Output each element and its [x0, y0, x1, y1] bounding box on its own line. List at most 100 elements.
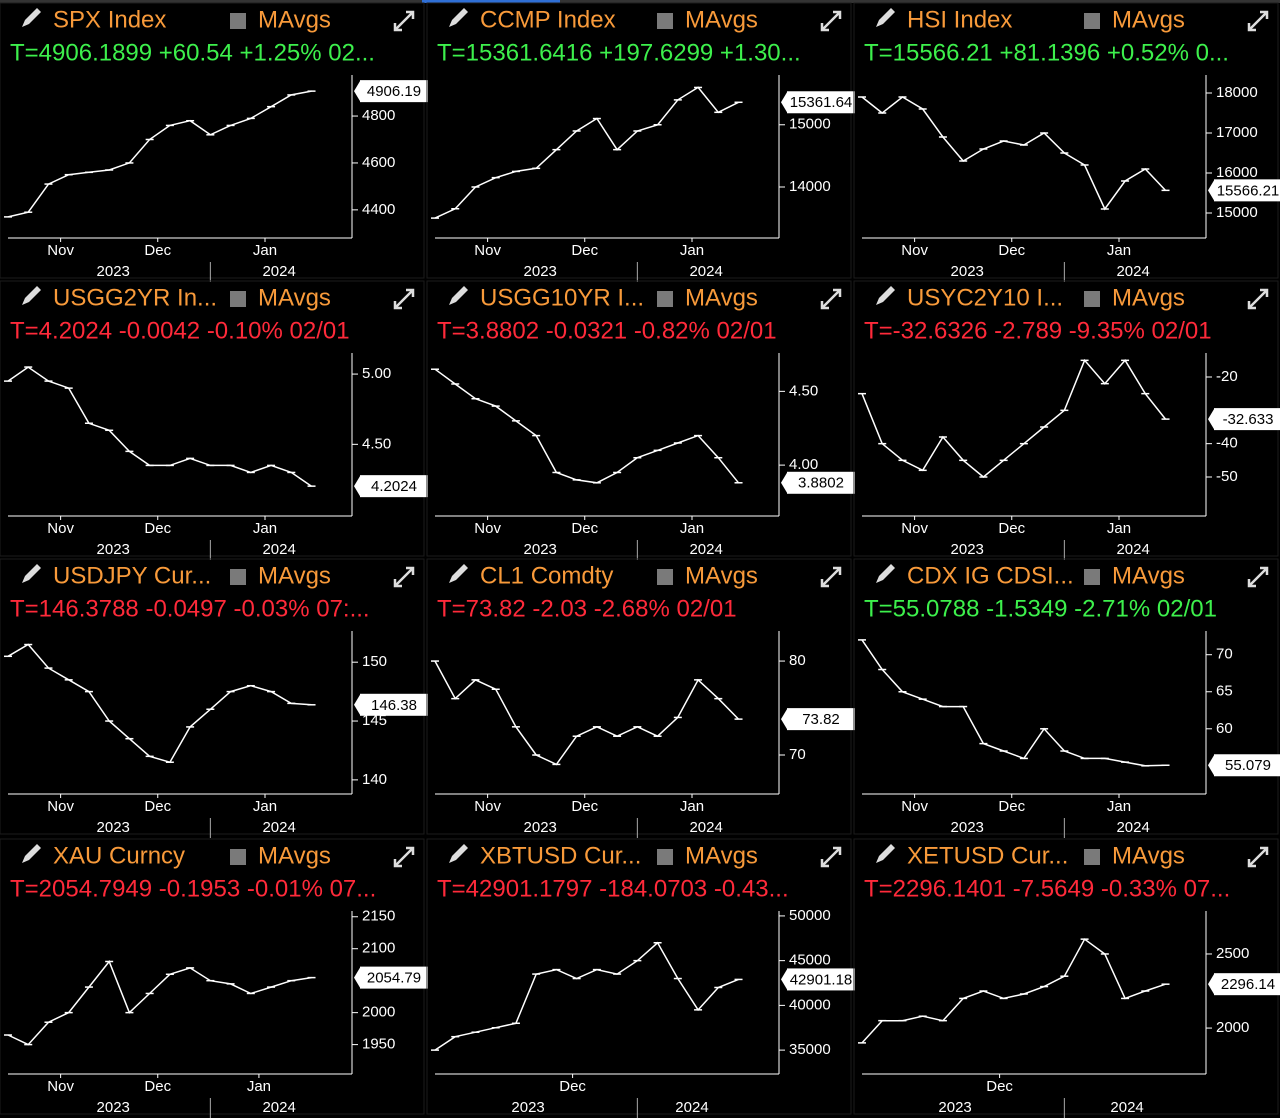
chart-panel: HSI Index MAvgs T=15566.21 +81.1396 +0.52%… — [853, 2, 1280, 282]
pencil-icon[interactable] — [876, 286, 895, 305]
expand-icon[interactable] — [393, 10, 415, 32]
pencil-icon[interactable] — [876, 844, 895, 863]
panel-title[interactable]: XAU Curncy — [53, 842, 185, 869]
x-tick-label: Jan — [1107, 242, 1131, 259]
year-label: 2024 — [689, 541, 722, 558]
year-label: 2024 — [689, 819, 722, 836]
expand-icon[interactable] — [820, 288, 842, 310]
y-tick-label: 140 — [362, 771, 387, 788]
mavgs-button[interactable]: MAvgs — [685, 284, 758, 311]
mavgs-checkbox[interactable] — [230, 849, 246, 865]
mavgs-checkbox[interactable] — [657, 291, 673, 307]
mavgs-checkbox[interactable] — [1084, 13, 1100, 29]
last-value-box — [1214, 179, 1280, 202]
pencil-icon[interactable] — [22, 8, 41, 27]
last-value-label: 15566.21 — [1217, 182, 1280, 199]
pencil-icon[interactable] — [449, 844, 468, 863]
pencil-icon[interactable] — [449, 8, 468, 27]
pencil-icon[interactable] — [22, 844, 41, 863]
last-value-label: 55.079 — [1225, 757, 1271, 774]
last-value-pointer — [781, 472, 787, 493]
x-tick-label: Dec — [571, 242, 598, 259]
y-tick-label: 145 — [362, 712, 387, 729]
mavgs-button[interactable]: MAvgs — [258, 6, 331, 33]
last-value-label: 3.8802 — [798, 475, 844, 492]
panel-title[interactable]: USDJPY Cur... — [53, 562, 211, 589]
panel-title[interactable]: HSI Index — [907, 6, 1012, 33]
year-label: 2023 — [97, 819, 130, 836]
mavgs-button[interactable]: MAvgs — [685, 842, 758, 869]
panel-subtitle: T=15361.6416 +197.6299 +1.30... — [437, 39, 801, 66]
price-line — [434, 941, 739, 1051]
panel-title[interactable]: CDX IG CDSI... — [907, 562, 1074, 589]
y-tick-label: 4.50 — [362, 435, 391, 452]
panel-title[interactable]: SPX Index — [53, 6, 166, 33]
pencil-icon[interactable] — [22, 286, 41, 305]
last-value-box — [360, 475, 428, 498]
panel-title[interactable]: XBTUSD Cur... — [480, 842, 641, 869]
panel-title[interactable]: XETUSD Cur... — [907, 842, 1068, 869]
x-tick-label: Jan — [680, 242, 704, 259]
last-value-label: 2054.79 — [367, 970, 421, 987]
last-value-pointer — [354, 694, 360, 715]
y-tick-label: 2500 — [1216, 945, 1249, 962]
last-value-pointer — [1208, 755, 1214, 776]
expand-icon[interactable] — [1247, 566, 1269, 588]
pencil-icon[interactable] — [876, 8, 895, 27]
x-tick-label: Nov — [47, 242, 74, 259]
expand-icon[interactable] — [1247, 288, 1269, 310]
expand-icon[interactable] — [1247, 846, 1269, 868]
year-label: 2024 — [1116, 541, 1149, 558]
pencil-icon[interactable] — [22, 564, 41, 583]
panel-title[interactable]: USGG10YR I... — [480, 284, 644, 311]
mavgs-checkbox[interactable] — [1084, 849, 1100, 865]
expand-icon[interactable] — [820, 846, 842, 868]
price-line — [434, 86, 739, 219]
x-tick-label: Dec — [571, 520, 598, 537]
x-tick-label: Jan — [1107, 798, 1131, 815]
mavgs-checkbox[interactable] — [657, 569, 673, 585]
last-value-pointer — [1208, 180, 1214, 201]
mavgs-checkbox[interactable] — [230, 13, 246, 29]
y-tick-label: 2100 — [362, 940, 395, 957]
mavgs-button[interactable]: MAvgs — [1112, 562, 1185, 589]
mavgs-button[interactable]: MAvgs — [258, 562, 331, 589]
x-tick-label: Nov — [901, 242, 928, 259]
panel-title[interactable]: CL1 Comdty — [480, 562, 613, 589]
mavgs-button[interactable]: MAvgs — [685, 6, 758, 33]
expand-icon[interactable] — [393, 846, 415, 868]
price-line — [7, 960, 312, 1046]
panel-frame — [0, 280, 425, 557]
mavgs-checkbox[interactable] — [230, 569, 246, 585]
mavgs-button[interactable]: MAvgs — [258, 842, 331, 869]
expand-icon[interactable] — [820, 10, 842, 32]
mavgs-button[interactable]: MAvgs — [1112, 6, 1185, 33]
panel-title[interactable]: CCMP Index — [480, 6, 616, 33]
panel-subtitle: T=146.3788 -0.0497 -0.03% 07:... — [10, 595, 370, 622]
expand-icon[interactable] — [1247, 10, 1269, 32]
panel-title[interactable]: USGG2YR In... — [53, 284, 217, 311]
mavgs-checkbox[interactable] — [230, 291, 246, 307]
year-label: 2024 — [1110, 1099, 1143, 1116]
pencil-icon[interactable] — [449, 286, 468, 305]
mavgs-checkbox[interactable] — [657, 13, 673, 29]
mavgs-button[interactable]: MAvgs — [685, 562, 758, 589]
year-label: 2023 — [951, 541, 984, 558]
last-value-label: 4906.19 — [367, 83, 421, 100]
panel-subtitle: T=4906.1899 +60.54 +1.25% 02... — [10, 39, 375, 66]
pencil-icon[interactable] — [449, 564, 468, 583]
mavgs-checkbox[interactable] — [1084, 291, 1100, 307]
mavgs-button[interactable]: MAvgs — [258, 284, 331, 311]
expand-icon[interactable] — [393, 566, 415, 588]
mavgs-checkbox[interactable] — [657, 849, 673, 865]
mavgs-button[interactable]: MAvgs — [1112, 284, 1185, 311]
panel-title[interactable]: USYC2Y10 I... — [907, 284, 1063, 311]
y-tick-label: 2150 — [362, 908, 395, 925]
mavgs-button[interactable]: MAvgs — [1112, 842, 1185, 869]
x-tick-label: Jan — [680, 798, 704, 815]
mavgs-checkbox[interactable] — [1084, 569, 1100, 585]
pencil-icon[interactable] — [876, 564, 895, 583]
expand-icon[interactable] — [393, 288, 415, 310]
expand-icon[interactable] — [820, 566, 842, 588]
